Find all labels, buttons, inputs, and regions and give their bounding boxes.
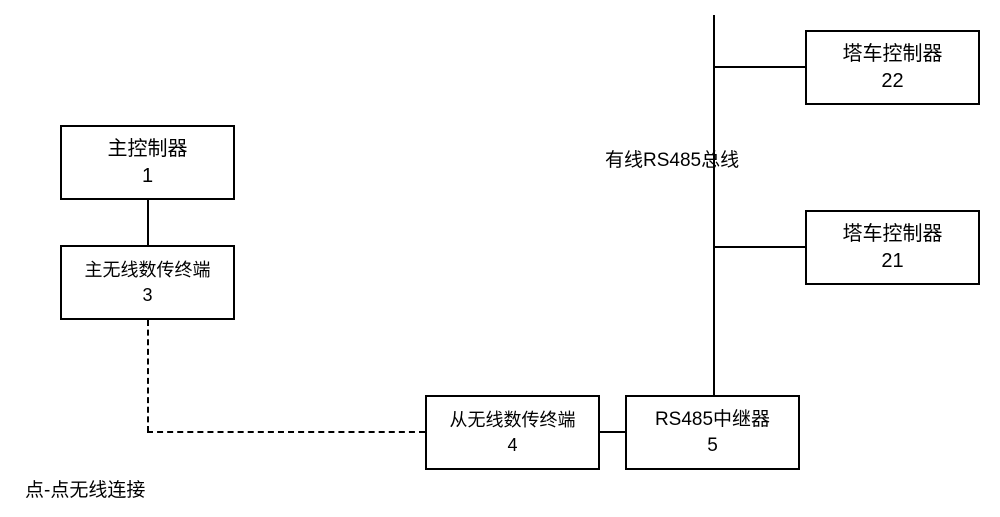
edge-mw-to-sw-dashed bbox=[147, 431, 425, 433]
edge-mc-to-mw bbox=[147, 200, 149, 245]
node-label: 塔车控制器 bbox=[843, 41, 943, 68]
edge-bus-to-21 bbox=[715, 246, 805, 248]
node-id: 4 bbox=[507, 433, 517, 457]
edge-sw-to-rep bbox=[600, 431, 625, 433]
node-id: 3 bbox=[142, 283, 152, 307]
node-slave-wireless: 从无线数传终端 4 bbox=[425, 395, 600, 470]
node-label: 塔车控制器 bbox=[843, 221, 943, 248]
node-tower-controller-21: 塔车控制器 21 bbox=[805, 210, 980, 285]
edge-mw-down-dashed bbox=[147, 320, 149, 432]
node-id: 1 bbox=[142, 163, 153, 190]
node-label: 从无线数传终端 bbox=[450, 408, 576, 432]
node-id: 21 bbox=[881, 248, 903, 275]
node-tower-controller-22: 塔车控制器 22 bbox=[805, 30, 980, 105]
node-label: RS485中继器 bbox=[655, 407, 770, 433]
edge-bus-to-22 bbox=[715, 66, 805, 68]
diagram-canvas: 主控制器 1 主无线数传终端 3 从无线数传终端 4 RS485中继器 5 塔车… bbox=[0, 0, 1000, 517]
node-main-controller: 主控制器 1 bbox=[60, 125, 235, 200]
node-label: 主控制器 bbox=[108, 136, 188, 163]
label-wireless: 点-点无线连接 bbox=[25, 475, 145, 502]
node-rs485-repeater: RS485中继器 5 bbox=[625, 395, 800, 470]
node-id: 5 bbox=[707, 433, 718, 459]
edge-bus-vertical bbox=[713, 15, 715, 395]
label-bus: 有线RS485总线 bbox=[605, 145, 739, 172]
node-id: 22 bbox=[881, 68, 903, 95]
node-master-wireless: 主无线数传终端 3 bbox=[60, 245, 235, 320]
node-label: 主无线数传终端 bbox=[85, 258, 211, 282]
